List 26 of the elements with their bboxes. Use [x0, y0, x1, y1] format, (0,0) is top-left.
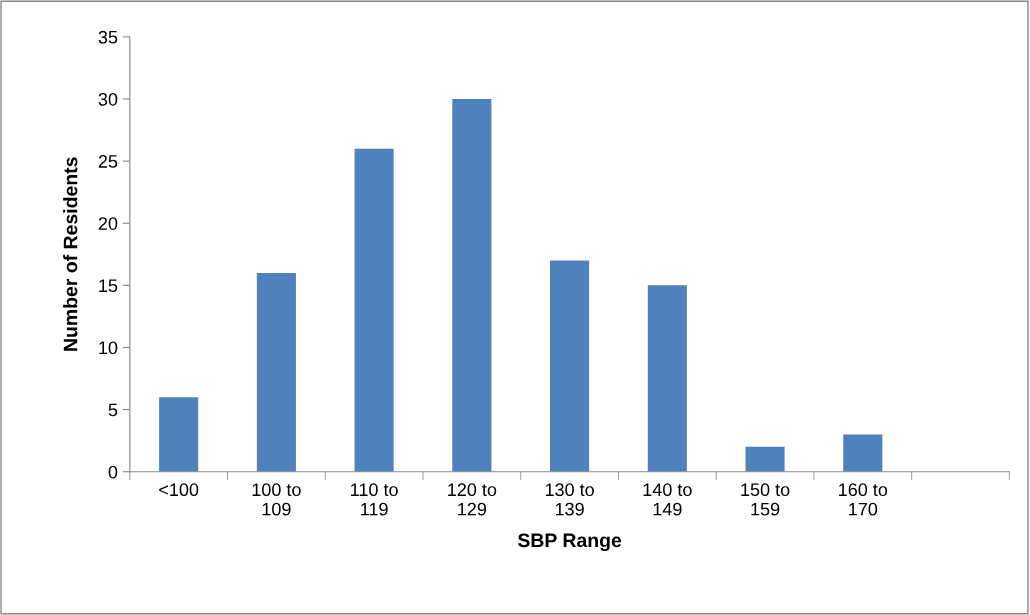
bar [745, 446, 785, 472]
bar [647, 285, 687, 472]
bar [159, 397, 199, 472]
x-tick-label: 100 to 109 [252, 483, 301, 516]
x-tick-label: 110 to 119 [351, 483, 398, 516]
y-tick-label: 0 [108, 465, 118, 479]
x-tick-label: 150 to 159 [741, 483, 790, 516]
bar [843, 434, 883, 472]
y-tick-label: 20 [98, 217, 118, 230]
y-tick-label: 15 [99, 279, 118, 293]
x-tick-label: <100 [159, 483, 199, 497]
bar [452, 99, 492, 472]
x-tick-label: 160 to 170 [839, 483, 888, 516]
x-tick-label: 140 to 149 [643, 483, 692, 516]
bar [354, 148, 394, 472]
y-tick-label: 10 [99, 341, 118, 355]
x-tick-label: 130 to 139 [545, 483, 594, 516]
x-axis-title: SBP Range [517, 533, 622, 552]
y-tick-label: 30 [98, 92, 118, 106]
bar [550, 260, 590, 472]
bar [256, 272, 296, 472]
x-tick-label: 120 to 129 [448, 483, 497, 516]
y-tick-label: 25 [98, 155, 118, 168]
y-tick-label: 35 [98, 30, 118, 44]
y-tick-label: 5 [108, 403, 118, 417]
y-axis-title: Number of Residents [63, 157, 78, 351]
